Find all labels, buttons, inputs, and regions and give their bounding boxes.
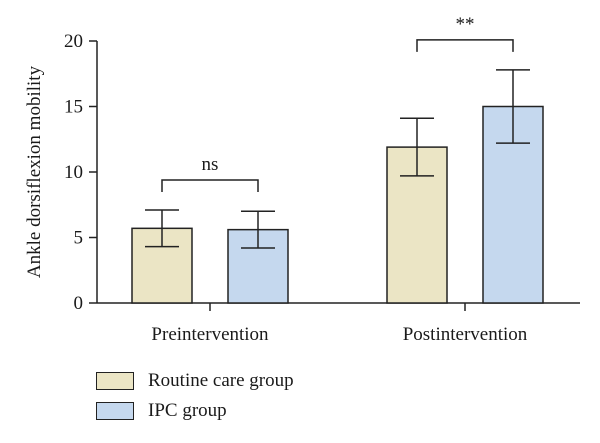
legend-label-routine-care: Routine care group <box>148 370 294 391</box>
legend-item-ipc: IPC group <box>96 400 294 422</box>
legend-swatch-ipc <box>96 402 134 420</box>
y-axis-label: Ankle dorsiflexion mobility <box>24 65 45 278</box>
y-tick-label: 5 <box>74 228 84 249</box>
significance-annotations: ns ** <box>161 14 514 192</box>
significance-bracket <box>161 179 259 192</box>
x-tick-label: Postintervention <box>403 324 528 345</box>
legend-swatch-routine-care <box>96 372 134 390</box>
y-tick-label: 0 <box>74 293 84 314</box>
x-tick-label: Preintervention <box>151 324 269 345</box>
legend-item-routine-care: Routine care group <box>96 370 294 392</box>
legend: Routine care group IPC group <box>96 370 294 430</box>
significance-label: ns <box>202 154 219 175</box>
y-axis: 0 5 10 15 20 <box>64 31 98 314</box>
y-tick-label: 20 <box>64 31 83 52</box>
x-axis: Preintervention Postintervention <box>97 302 580 345</box>
legend-label-ipc: IPC group <box>148 400 227 421</box>
y-tick-label: 15 <box>64 97 83 118</box>
significance-label: ** <box>456 14 475 35</box>
y-tick-label: 10 <box>64 162 83 183</box>
bars <box>131 69 544 304</box>
significance-bracket <box>416 39 514 52</box>
